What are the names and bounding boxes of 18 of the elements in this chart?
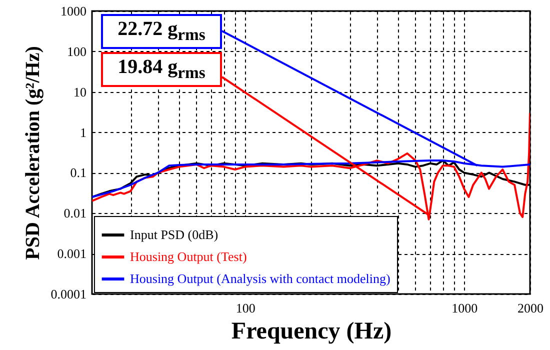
y-tick-label: 100 (67, 44, 86, 59)
annotation: 22.72 g$_{rms}$ (101, 14, 222, 49)
y-tick-label: 1000 (60, 4, 86, 18)
legend-label: Housing Output (Analysis with contact modeling) (130, 271, 390, 286)
legend-label: Housing Output (Test) (130, 249, 247, 264)
y-tick-label: 0.01 (64, 206, 86, 221)
y-tick-label: 0.001 (57, 246, 86, 262)
x-tick-label: 1000 (452, 300, 478, 316)
y-tick-label: 1 (80, 124, 86, 140)
legend-label: Input PSD (0dB) (130, 227, 218, 242)
y-tick-label: 10 (74, 84, 86, 100)
annotation: 19.84 g$_{rms}$ (101, 52, 222, 87)
y-tick-label: 0.1 (70, 165, 86, 180)
y-axis-title: PSD Acceleration (g²/Hz) (22, 46, 44, 260)
y-tick-label: 0.0001 (50, 286, 86, 302)
x-tick-label: 100 (236, 300, 256, 316)
x-tick-label: 2000 (518, 300, 544, 316)
x-axis-title: Frequency (Hz) (231, 318, 392, 344)
